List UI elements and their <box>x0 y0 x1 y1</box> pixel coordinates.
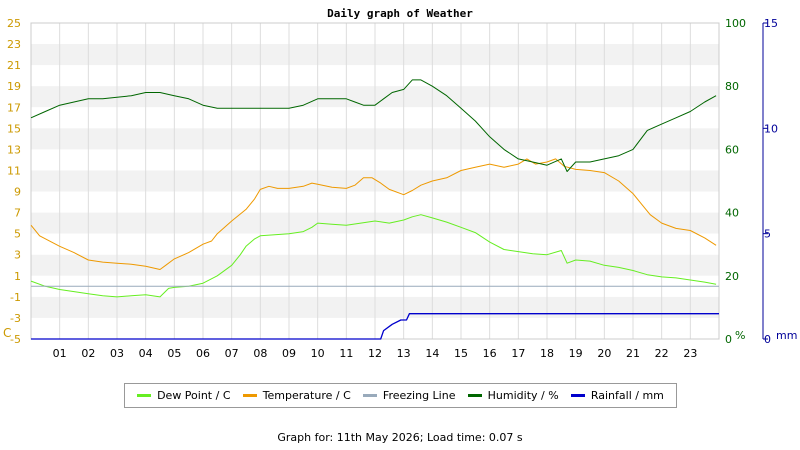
left-tick-label: 23 <box>7 38 21 51</box>
series-line-temperature <box>30 158 717 270</box>
x-tick-label: 04 <box>139 347 153 360</box>
legend-swatch-rainfall <box>570 394 585 397</box>
legend-item-dew-point: Dew Point / C <box>137 389 231 402</box>
x-tick-label: 03 <box>110 347 124 360</box>
humidity-tick-label: 0 <box>725 333 732 346</box>
series-line-dew-point <box>30 214 717 298</box>
x-tick-label: 18 <box>540 347 554 360</box>
left-tick-label: 7 <box>14 207 21 220</box>
x-tick-label: 12 <box>368 347 382 360</box>
left-tick-label: 25 <box>7 17 21 30</box>
x-tick-label: 22 <box>655 347 669 360</box>
rain-axis-ticks: 15 10 5 0 <box>763 17 778 346</box>
x-tick-label: 02 <box>81 347 95 360</box>
left-tick-label: -1 <box>10 291 21 304</box>
humidity-axis-unit: % <box>735 329 745 342</box>
left-tick-label: 5 <box>14 228 21 241</box>
left-tick-label: 15 <box>7 122 21 135</box>
x-tick-label: 14 <box>425 347 439 360</box>
series-line-humidity <box>30 79 717 172</box>
left-axis-unit: C <box>3 326 11 340</box>
legend-swatch-humidity <box>467 394 482 397</box>
legend-swatch-freezing-line <box>362 394 377 397</box>
legend-label-rainfall: Rainfall / mm <box>590 389 664 402</box>
rain-tick-label: 5 <box>764 228 771 241</box>
chart-title: Daily graph of Weather <box>327 7 473 20</box>
legend-label-humidity: Humidity / % <box>487 389 559 402</box>
rain-tick-label: 0 <box>764 333 771 346</box>
humidity-tick-label: 40 <box>725 207 739 220</box>
footer-status: Graph for: 11th May 2026; Load time: 0.0… <box>277 431 523 444</box>
x-tick-label: 13 <box>397 347 411 360</box>
legend-item-rainfall: Rainfall / mm <box>570 389 664 402</box>
rain-axis-unit: mm <box>776 329 797 342</box>
humidity-axis-ticks: 100 80 60 40 20 0 <box>725 17 746 346</box>
x-tick-label: 19 <box>569 347 583 360</box>
legend-swatch-dew-point <box>137 394 152 397</box>
x-tick-label: 01 <box>53 347 67 360</box>
legend-item-freezing-line: Freezing Line <box>362 389 456 402</box>
legend-label-freezing-line: Freezing Line <box>382 389 456 402</box>
left-tick-label: 21 <box>7 59 21 72</box>
x-tick-label: 20 <box>597 347 611 360</box>
weather-chart: Daily graph of Weather 25232119171513119… <box>3 7 798 360</box>
left-tick-label: 3 <box>14 249 21 262</box>
x-tick-label: 17 <box>511 347 525 360</box>
rain-tick-label: 10 <box>764 122 778 135</box>
x-axis-ticks: 01 02 03 04 05 06 07 08 09 10 11 12 13 14 15 16 17 18 19 20… <box>53 347 698 360</box>
humidity-tick-label: 100 <box>725 17 746 30</box>
left-tick-label: 1 <box>14 270 21 283</box>
left-tick-label: 11 <box>7 164 21 177</box>
chart-legend: Dew Point / C Temperature / C Freezing L… <box>124 383 677 408</box>
humidity-tick-label: 20 <box>725 270 739 283</box>
left-tick-label: 13 <box>7 143 21 156</box>
x-tick-label: 09 <box>282 347 296 360</box>
rain-tick-label: 15 <box>764 17 778 30</box>
left-axis-ticks: 25 23 21 19 17 15 13 11 9 7 5 3 1 -1 -3 -5 <box>7 17 21 346</box>
legend-label-temperature: Temperature / C <box>262 389 351 402</box>
left-tick-label: 9 <box>14 186 21 199</box>
x-tick-label: 21 <box>626 347 640 360</box>
x-tick-label: 05 <box>167 347 181 360</box>
legend-swatch-temperature <box>242 394 257 397</box>
x-tick-label: 16 <box>483 347 497 360</box>
legend-label-dew-point: Dew Point / C <box>157 389 231 402</box>
legend-item-temperature: Temperature / C <box>242 389 351 402</box>
x-tick-label: 23 <box>683 347 697 360</box>
left-tick-label: 17 <box>7 101 21 114</box>
legend-item-humidity: Humidity / % <box>467 389 559 402</box>
left-tick-label: -5 <box>10 333 21 346</box>
left-tick-label: -3 <box>10 312 21 325</box>
humidity-tick-label: 60 <box>725 143 739 156</box>
x-tick-label: 11 <box>339 347 353 360</box>
x-tick-label: 15 <box>454 347 468 360</box>
x-tick-label: 10 <box>311 347 325 360</box>
x-tick-label: 06 <box>196 347 210 360</box>
x-tick-label: 07 <box>225 347 239 360</box>
series-layer <box>30 79 719 340</box>
humidity-tick-label: 80 <box>725 80 739 93</box>
series-line-rainfall <box>31 313 719 340</box>
left-tick-label: 19 <box>7 80 21 93</box>
x-tick-label: 08 <box>253 347 267 360</box>
